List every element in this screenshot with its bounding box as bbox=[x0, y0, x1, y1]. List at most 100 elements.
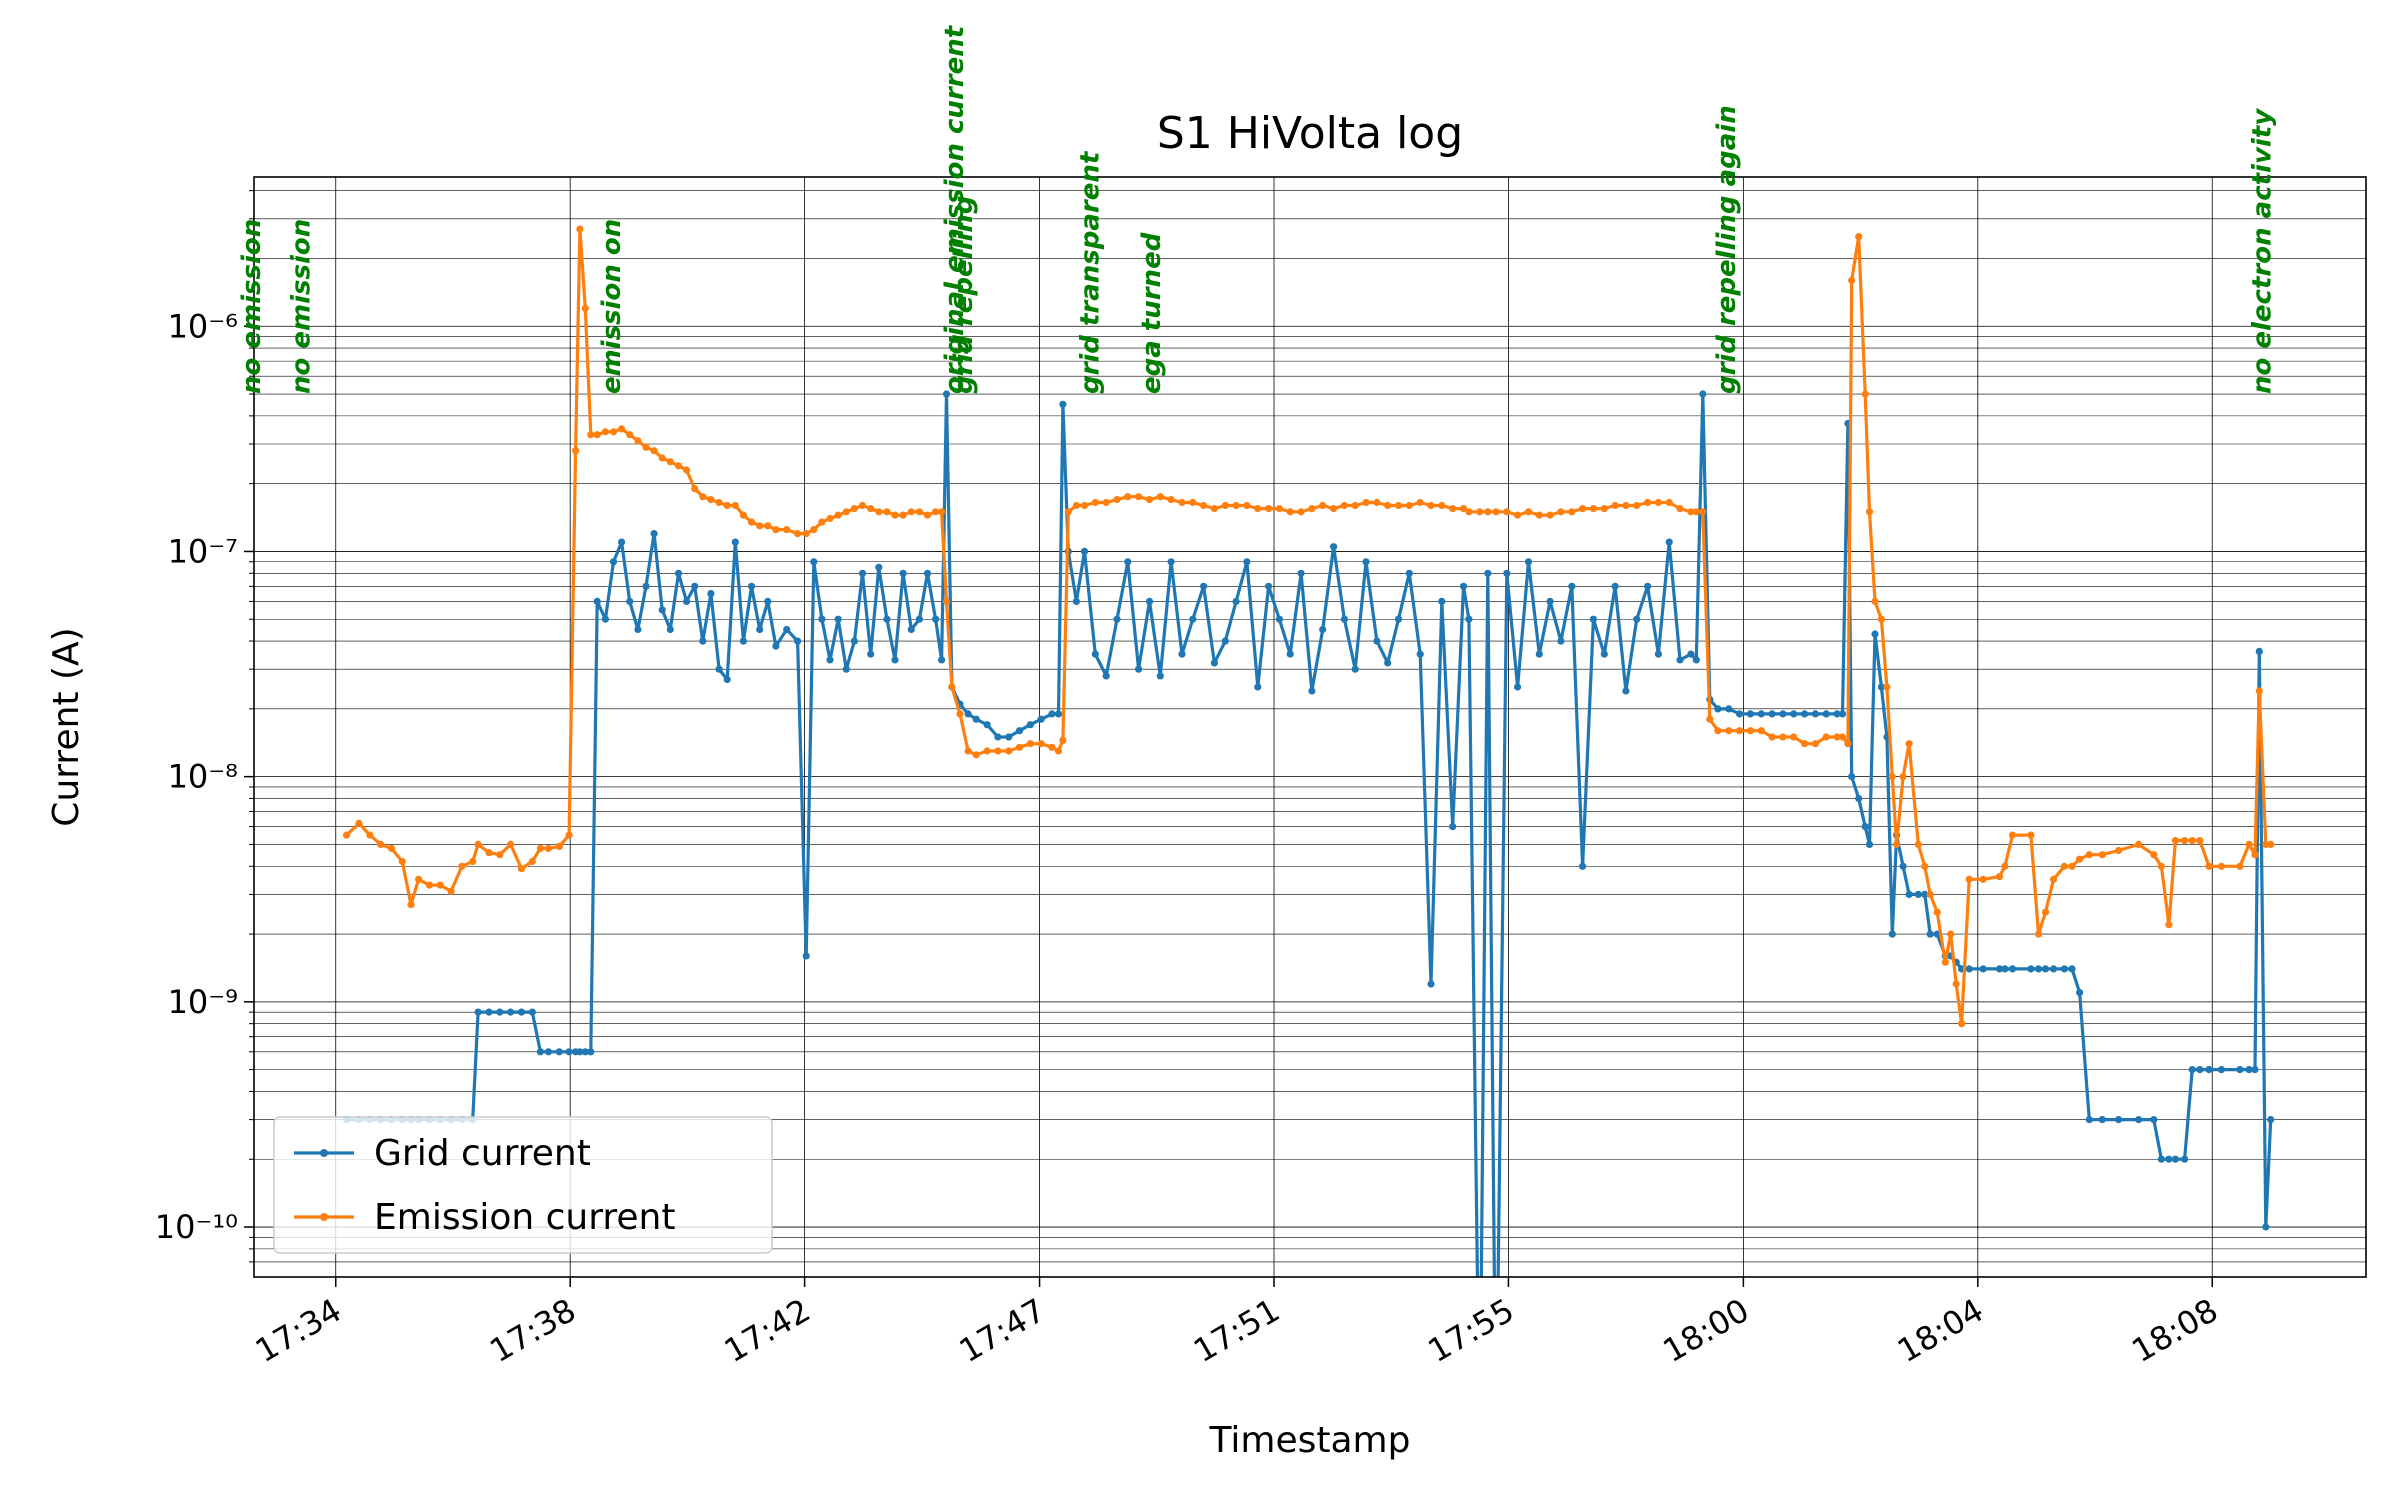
data-point bbox=[1156, 493, 1164, 501]
data-point bbox=[1746, 727, 1754, 735]
data-point bbox=[1102, 672, 1110, 680]
data-point bbox=[1779, 710, 1787, 718]
plot-area bbox=[343, 225, 2275, 1277]
data-point bbox=[1286, 508, 1294, 516]
data-point bbox=[2205, 1066, 2213, 1074]
data-point bbox=[2041, 908, 2050, 916]
data-point bbox=[810, 558, 818, 566]
data-point bbox=[1524, 558, 1533, 566]
data-point bbox=[942, 597, 951, 606]
data-point bbox=[1178, 498, 1186, 507]
data-point bbox=[1921, 890, 1929, 899]
data-point bbox=[1855, 794, 1863, 803]
data-point bbox=[2157, 1155, 2165, 1163]
data-point bbox=[2255, 687, 2263, 695]
data-point bbox=[1167, 558, 1175, 566]
data-point bbox=[1254, 505, 1262, 513]
data-point bbox=[1145, 597, 1154, 606]
data-point bbox=[387, 844, 396, 853]
data-point bbox=[1416, 498, 1424, 507]
data-point bbox=[691, 485, 699, 493]
data-point bbox=[1579, 862, 1587, 870]
legend: Grid current Emission current bbox=[273, 1116, 773, 1254]
data-point bbox=[1611, 501, 1619, 510]
data-point bbox=[1308, 687, 1316, 695]
data-point bbox=[1449, 823, 1457, 831]
data-point bbox=[2251, 851, 2259, 859]
data-point bbox=[1692, 656, 1700, 664]
data-point bbox=[907, 625, 915, 634]
data-point bbox=[1124, 493, 1132, 501]
data-point bbox=[2251, 1066, 2259, 1074]
data-point bbox=[858, 569, 867, 577]
data-point bbox=[1790, 710, 1798, 718]
data-point bbox=[1914, 890, 1922, 899]
data-point bbox=[1633, 615, 1641, 623]
data-point bbox=[964, 710, 972, 718]
data-point bbox=[1899, 862, 1907, 870]
data-point bbox=[1308, 505, 1316, 513]
data-point bbox=[1811, 710, 1819, 718]
data-point bbox=[1178, 650, 1186, 658]
x-axis-label: Timestamp bbox=[1209, 1420, 1411, 1461]
annotation: no emission bbox=[287, 219, 317, 394]
data-point bbox=[1200, 501, 1208, 510]
data-point bbox=[1877, 615, 1885, 623]
data-point bbox=[601, 615, 610, 623]
data-point bbox=[1319, 625, 1327, 634]
data-point bbox=[1822, 733, 1830, 741]
data-point bbox=[1059, 736, 1067, 744]
data-point bbox=[1757, 710, 1765, 718]
data-point bbox=[1340, 501, 1348, 510]
annotation: original emission current bbox=[940, 24, 970, 394]
data-point bbox=[1394, 501, 1403, 510]
data-point bbox=[1844, 740, 1852, 748]
data-point bbox=[1351, 665, 1359, 673]
data-point bbox=[1265, 505, 1273, 513]
data-point bbox=[407, 901, 415, 909]
data-point bbox=[1801, 740, 1809, 748]
data-point bbox=[1921, 862, 1929, 870]
annotation: no electron activity bbox=[2248, 108, 2278, 394]
data-point bbox=[1005, 747, 1013, 755]
data-point bbox=[867, 505, 875, 513]
data-point bbox=[2098, 851, 2106, 859]
data-point bbox=[634, 625, 642, 634]
data-point bbox=[891, 656, 899, 664]
data-point bbox=[772, 526, 780, 534]
data-point bbox=[1757, 727, 1765, 735]
y-tick-label: 10⁻⁸ bbox=[168, 758, 238, 796]
data-point bbox=[715, 665, 723, 673]
data-point bbox=[983, 721, 991, 729]
data-point bbox=[2171, 837, 2179, 845]
data-point bbox=[1232, 597, 1240, 606]
data-point bbox=[2135, 1116, 2143, 1124]
data-point bbox=[355, 819, 363, 828]
data-point bbox=[915, 615, 924, 623]
data-point bbox=[1189, 615, 1197, 623]
data-point bbox=[2076, 855, 2084, 863]
data-point bbox=[1459, 505, 1468, 513]
data-point bbox=[1933, 908, 1941, 916]
data-point bbox=[2135, 840, 2143, 849]
data-point bbox=[2001, 862, 2009, 870]
data-point bbox=[2262, 1223, 2270, 1231]
data-point bbox=[1568, 582, 1576, 590]
data-point bbox=[2098, 1116, 2106, 1124]
data-point bbox=[1091, 650, 1099, 658]
data-point bbox=[1600, 505, 1608, 513]
data-point bbox=[485, 1008, 493, 1016]
data-point bbox=[1394, 615, 1403, 623]
data-point bbox=[1958, 1020, 1966, 1028]
data-point bbox=[1633, 501, 1641, 510]
data-point bbox=[1676, 656, 1684, 664]
data-point bbox=[818, 615, 826, 623]
annotation: grid repelling again bbox=[1712, 105, 1742, 394]
data-point bbox=[899, 511, 907, 519]
data-point bbox=[756, 625, 764, 634]
data-point bbox=[576, 1048, 584, 1056]
data-point bbox=[447, 887, 455, 895]
data-point bbox=[739, 511, 748, 519]
data-point bbox=[1622, 687, 1630, 695]
data-point bbox=[731, 538, 739, 546]
